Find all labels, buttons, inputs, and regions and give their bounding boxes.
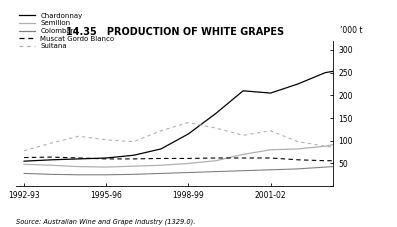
Sultana <box>241 134 245 137</box>
Chardonnay <box>159 148 164 150</box>
Muscat Gordo Blanco <box>104 158 109 160</box>
Muscat Gordo Blanco <box>22 156 27 159</box>
Sultana <box>131 140 136 143</box>
Semillon <box>350 139 355 142</box>
Colombard <box>295 168 300 170</box>
Colombard <box>186 171 191 174</box>
Muscat Gordo Blanco <box>131 158 136 160</box>
Sultana <box>159 129 164 132</box>
Colombard <box>104 173 109 176</box>
Colombard <box>159 172 164 175</box>
Muscat Gordo Blanco <box>350 159 355 162</box>
Semillon <box>323 145 328 148</box>
Chardonnay <box>22 160 27 163</box>
Sultana <box>323 145 328 148</box>
Semillon <box>241 153 245 156</box>
Chardonnay <box>268 92 273 94</box>
Chardonnay <box>186 133 191 135</box>
Sultana <box>350 148 355 151</box>
Muscat Gordo Blanco <box>295 158 300 161</box>
Semillon <box>268 148 273 151</box>
Muscat Gordo Blanco <box>186 157 191 160</box>
Muscat Gordo Blanco <box>323 159 328 162</box>
Semillon <box>131 165 136 168</box>
Line: Sultana: Sultana <box>24 123 397 155</box>
Line: Colombard: Colombard <box>24 164 397 175</box>
Semillon <box>186 162 191 165</box>
Semillon <box>378 136 382 138</box>
Sultana <box>104 138 109 141</box>
Semillon <box>22 163 27 166</box>
Chardonnay <box>49 158 54 161</box>
Colombard <box>378 163 382 166</box>
Semillon <box>295 148 300 150</box>
Muscat Gordo Blanco <box>49 156 54 158</box>
Line: Semillon: Semillon <box>24 137 397 167</box>
Muscat Gordo Blanco <box>268 157 273 159</box>
Sultana <box>378 152 382 154</box>
Colombard <box>22 172 27 175</box>
Semillon <box>77 165 81 168</box>
Colombard <box>323 166 328 168</box>
Chardonnay <box>378 64 382 67</box>
Colombard <box>77 173 81 176</box>
Semillon <box>159 164 164 167</box>
Muscat Gordo Blanco <box>378 161 382 163</box>
Colombard <box>350 164 355 167</box>
Chardonnay <box>295 83 300 85</box>
Semillon <box>49 164 54 167</box>
Semillon <box>213 159 218 162</box>
Title: 14.35   PRODUCTION OF WHITE GRAPES: 14.35 PRODUCTION OF WHITE GRAPES <box>66 27 284 37</box>
Sultana <box>22 149 27 152</box>
Sultana <box>186 121 191 124</box>
Chardonnay <box>131 154 136 157</box>
Sultana <box>268 129 273 132</box>
Chardonnay <box>104 157 109 159</box>
Muscat Gordo Blanco <box>213 157 218 159</box>
Muscat Gordo Blanco <box>241 157 245 159</box>
Chardonnay <box>241 89 245 92</box>
Legend: Chardonnay, Semillon, Colombard, Muscat Gordo Blanco, Sultana: Chardonnay, Semillon, Colombard, Muscat … <box>19 12 114 49</box>
Colombard <box>131 173 136 176</box>
Sultana <box>49 142 54 144</box>
Chardonnay <box>213 112 218 115</box>
Muscat Gordo Blanco <box>77 157 81 159</box>
Colombard <box>268 168 273 171</box>
Chardonnay <box>350 67 355 69</box>
Sultana <box>295 140 300 143</box>
Sultana <box>77 135 81 138</box>
Chardonnay <box>323 71 328 74</box>
Colombard <box>49 173 54 176</box>
Text: ’000 t: ’000 t <box>340 26 362 35</box>
Colombard <box>241 169 245 172</box>
Sultana <box>213 127 218 129</box>
Muscat Gordo Blanco <box>159 157 164 160</box>
Chardonnay <box>77 158 81 160</box>
Colombard <box>213 170 218 173</box>
Line: Chardonnay: Chardonnay <box>24 66 397 161</box>
Semillon <box>104 166 109 168</box>
Line: Muscat Gordo Blanco: Muscat Gordo Blanco <box>24 157 397 163</box>
Text: Source: Australian Wine and Grape Industry (1329.0).: Source: Australian Wine and Grape Indust… <box>16 218 195 225</box>
